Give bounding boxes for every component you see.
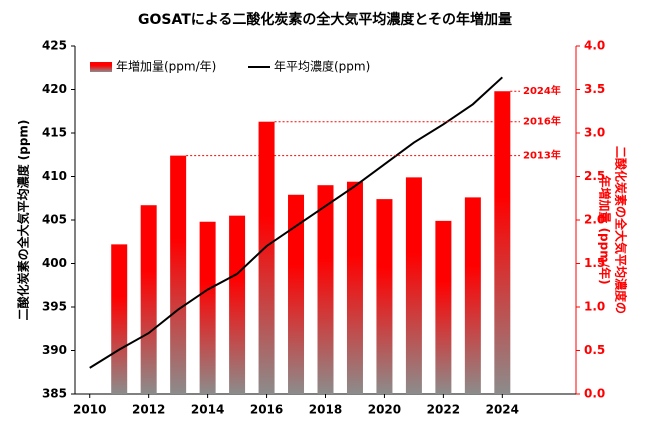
y2-axis-label: 二酸化炭素の全大気平均濃度の	[614, 146, 629, 314]
y2-tick-label: 3.5	[584, 82, 605, 96]
y-tick-label: 385	[42, 387, 67, 401]
x-tick-label: 2024	[486, 403, 519, 417]
line	[89, 76, 503, 369]
bar	[140, 205, 157, 394]
annotation-label: 2024年	[523, 84, 561, 97]
y2-tick-label: 0.0	[584, 387, 605, 401]
x-tick-label: 2010	[73, 403, 106, 417]
bar	[229, 215, 246, 394]
annotation-label: 2016年	[523, 115, 561, 128]
y2-tick-label: 1.5	[584, 256, 605, 270]
legend-label: 年増加量(ppm/年)	[116, 60, 216, 74]
bar	[376, 199, 393, 394]
bar	[170, 155, 187, 394]
bar	[288, 194, 305, 394]
bar	[111, 244, 128, 394]
bar	[494, 91, 511, 395]
bar	[405, 177, 422, 394]
bar	[346, 181, 363, 394]
bar	[258, 121, 275, 394]
bar	[464, 197, 481, 394]
y2-tick-label: 2.5	[584, 169, 605, 183]
y2-tick-label: 4.0	[584, 39, 605, 53]
y-tick-label: 410	[42, 169, 67, 183]
y2-tick-label: 0.5	[584, 343, 605, 357]
y2-tick-label: 2.0	[584, 213, 605, 227]
bar	[317, 185, 334, 394]
chart-title: GOSATによる二酸化炭素の全大気平均濃度とその年増加量	[138, 11, 512, 28]
y-tick-label: 420	[42, 82, 67, 96]
x-tick-label: 2018	[309, 403, 342, 417]
y2-tick-label: 3.0	[584, 126, 605, 140]
y-tick-label: 395	[42, 300, 67, 314]
legend-label: 年平均濃度(ppm)	[274, 59, 370, 74]
x-tick-label: 2014	[191, 403, 224, 417]
y-axis-label: 二酸化炭素の全大気平均濃度 (ppm)	[16, 120, 31, 321]
y-tick-label: 425	[42, 39, 67, 53]
x-tick-label: 2020	[368, 403, 401, 417]
x-tick-label: 2012	[132, 403, 165, 417]
x-tick-label: 2022	[427, 403, 460, 417]
y-tick-label: 415	[42, 126, 67, 140]
bar	[435, 220, 452, 394]
y-tick-label: 390	[42, 343, 67, 357]
y2-tick-label: 1.0	[584, 300, 605, 314]
x-tick-label: 2016	[250, 403, 283, 417]
y2-axis-label: 年増加量 (ppm/年)	[598, 175, 613, 284]
bar	[199, 221, 216, 394]
y-tick-label: 400	[42, 256, 67, 270]
legend-swatch	[90, 62, 112, 72]
y-tick-label: 405	[42, 213, 67, 227]
annotation-label: 2013年	[523, 149, 561, 162]
